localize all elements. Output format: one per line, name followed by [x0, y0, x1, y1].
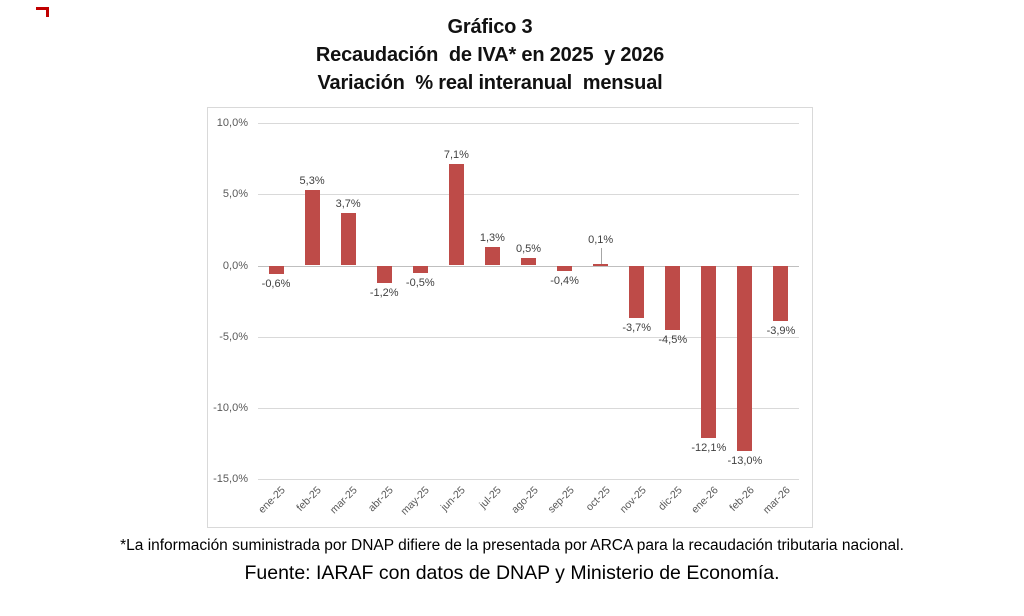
gridline — [258, 479, 799, 481]
bar-value-label: 0,5% — [515, 243, 542, 256]
bar — [773, 265, 789, 322]
bar-value-label: 3,7% — [335, 197, 361, 210]
bar — [629, 265, 645, 319]
bar-value-label: 0,1% — [588, 233, 614, 246]
source-text: Fuente: IARAF con datos de DNAP y Minist… — [244, 562, 780, 584]
bar — [593, 264, 609, 266]
bar — [484, 246, 500, 266]
gridline — [258, 194, 799, 196]
chart-title-line3: Variación % real interanual mensual — [317, 72, 663, 94]
bar-value-label: -0,6% — [261, 278, 291, 291]
bar-chart: 10,0% 5,0% 0,0% -5,0% -10,0% -15,0% -0,6% ene-2… — [207, 107, 813, 528]
bar — [557, 265, 573, 272]
bar-value-label: -0,4% — [550, 275, 579, 288]
x-axis-zero-line — [258, 265, 799, 267]
gridline — [258, 123, 799, 125]
gridline — [258, 407, 799, 409]
y-axis-tick-label: 10,0% — [216, 117, 248, 130]
footnote-text: *La información suministrada por DNAP di… — [120, 537, 904, 554]
bar — [665, 265, 681, 330]
bar-value-label: -1,2% — [369, 286, 399, 299]
bar — [521, 258, 536, 266]
bar — [412, 265, 428, 273]
chart-title-line1: Gráfico 3 — [447, 16, 533, 38]
y-axis-tick-label: 0,0% — [222, 259, 248, 272]
bar-value-label: 5,3% — [299, 175, 325, 188]
bar-value-label: 7,1% — [443, 149, 469, 162]
bar-value-label: -3,7% — [622, 322, 652, 335]
chart-title-block: Gráfico 3 Recaudación de IVA* en 2025 y … — [0, 13, 980, 97]
y-axis-tick-label: 5,0% — [222, 188, 248, 201]
bar-value-label: 1,3% — [479, 231, 505, 244]
bar-value-label: -13,0% — [727, 454, 763, 467]
y-axis-tick-label: -15,0% — [213, 473, 248, 486]
bar — [304, 190, 320, 266]
chart-title-line2: Recaudación de IVA* en 2025 y 2026 — [315, 44, 665, 66]
bar — [737, 265, 753, 451]
bar-value-label: -4,5% — [658, 333, 688, 346]
bar — [340, 212, 356, 266]
bar-value-label: -12,1% — [691, 441, 727, 454]
bar — [448, 164, 464, 266]
bar — [376, 265, 392, 283]
bar — [701, 265, 717, 438]
bar-value-label: -0,5% — [405, 276, 435, 289]
red-corner-mark — [36, 7, 49, 17]
y-axis-tick-label: -10,0% — [213, 401, 248, 414]
label-leader-line — [600, 247, 602, 264]
bar-value-label: -3,9% — [766, 325, 796, 338]
y-axis-tick-label: -5,0% — [219, 330, 248, 343]
bar — [268, 265, 284, 275]
gridline — [258, 336, 799, 338]
